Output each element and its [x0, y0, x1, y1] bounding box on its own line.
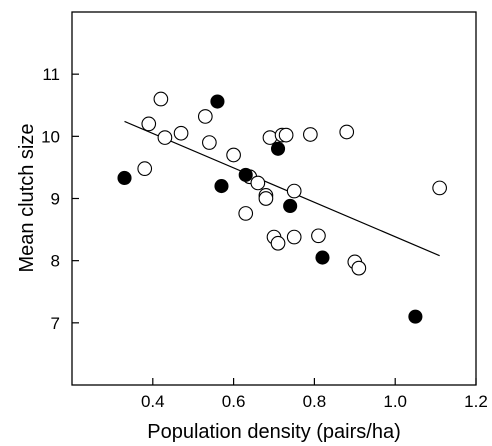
x-tick-label: 1.0 — [383, 392, 407, 411]
open-data-point — [286, 229, 302, 245]
points-layer — [117, 91, 447, 324]
regression-line — [124, 120, 440, 257]
x-axis-title: Population density (pairs/ha) — [147, 421, 400, 443]
y-tick-label: 7 — [51, 314, 60, 333]
open-data-point — [250, 175, 266, 191]
open-data-point — [202, 135, 217, 150]
x-tick-label: 0.8 — [303, 392, 327, 411]
filled-data-point — [210, 94, 225, 109]
trend-layer — [124, 120, 440, 257]
y-axis-title: Mean clutch size — [16, 124, 38, 273]
filled-data-point — [117, 170, 132, 186]
y-tick-label: 10 — [41, 127, 60, 146]
filled-data-point — [408, 309, 423, 324]
filled-data-point — [238, 167, 253, 182]
open-data-point — [141, 116, 157, 132]
open-data-point — [286, 183, 302, 199]
open-data-point — [339, 124, 355, 140]
x-tick-label: 1.2 — [464, 392, 488, 411]
plot-frame — [71, 11, 477, 386]
open-data-point — [226, 147, 241, 163]
open-data-point — [153, 91, 169, 107]
open-data-point — [311, 228, 326, 244]
x-tick-label: 0.6 — [222, 392, 246, 411]
open-data-point — [303, 127, 318, 142]
open-data-point — [157, 130, 173, 145]
open-data-point — [278, 127, 294, 143]
open-data-point — [197, 109, 213, 124]
open-data-point — [173, 125, 189, 141]
open-data-point — [432, 180, 447, 196]
x-tick-label: 0.4 — [141, 392, 165, 411]
y-tick-label: 11 — [42, 65, 60, 84]
open-data-point — [351, 260, 367, 276]
open-data-point — [137, 161, 153, 177]
filled-data-point — [214, 179, 229, 194]
ticks-layer: 0.4 0.6 0.8 1.0 1.2 7 8 9 10 11 — [41, 65, 488, 411]
open-data-point — [262, 130, 278, 145]
open-data-point — [258, 191, 274, 206]
filled-data-point — [283, 198, 298, 214]
filled-data-point — [270, 141, 286, 156]
open-data-point — [270, 235, 286, 251]
filled-data-point — [315, 250, 330, 265]
open-data-point — [238, 206, 254, 221]
y-tick-label: 8 — [51, 252, 60, 271]
y-tick-label: 9 — [51, 190, 60, 209]
